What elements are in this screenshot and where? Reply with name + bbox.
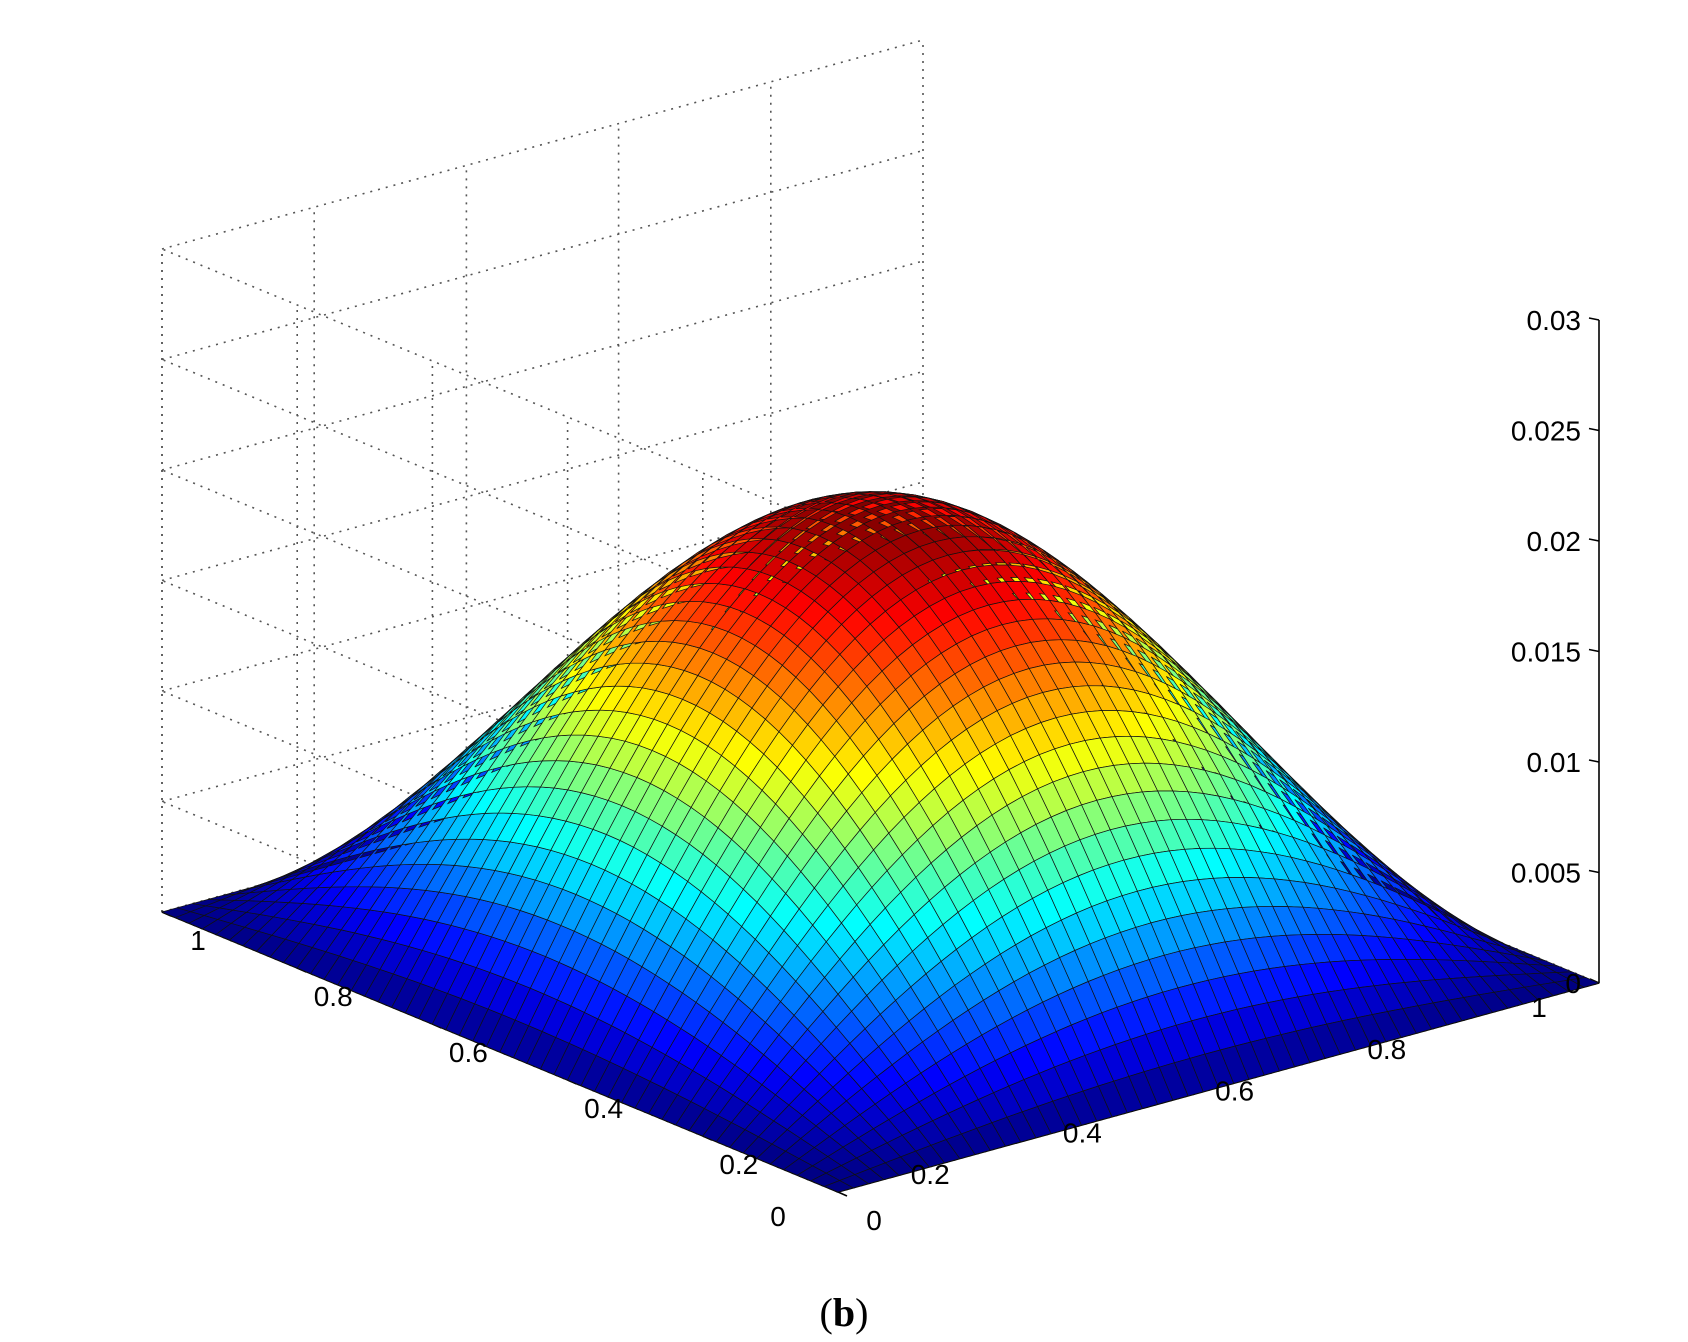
z-tick-label: 0.025 [1511,416,1581,447]
z-tick-mark [1588,759,1600,763]
left-wall-gridline-horizontal [161,248,839,530]
y-tick-label: 1 [190,925,206,956]
z-tick-mark [1588,538,1600,542]
caption-label: b [833,1290,855,1335]
z-tick-label: 0.02 [1527,526,1582,557]
surface-layer [160,491,1601,1193]
z-tick-label: 0.01 [1527,747,1582,778]
x-tick-label: 0 [770,1201,786,1232]
right-wall-gridline-horizontal [161,149,924,361]
z-tick-mark [1588,869,1600,874]
z-tick-mark [1588,648,1600,653]
x-tick-label: 1 [1531,992,1547,1023]
caption-close-paren: ) [855,1290,868,1335]
y-tick-label: 0 [866,1205,882,1236]
x-tick-label: 0.6 [1215,1076,1254,1107]
right-wall-gridline-horizontal [161,39,924,250]
x-tick-label: 0.4 [1063,1117,1102,1148]
y-tick-label: 0.6 [449,1037,488,1068]
y-tick-label: 0.8 [314,981,353,1012]
right-wall-gridline-horizontal [161,370,924,582]
z-tick-mark [1588,427,1600,432]
x-tick-label: 0.2 [911,1159,950,1190]
x-tick-label: 0.8 [1367,1034,1406,1065]
surface-patch [1569,977,1601,988]
y-tick-label: 0.2 [719,1149,758,1180]
tick-labels: 00.20.40.60.8100.20.40.60.8100.0050.010.… [190,305,1581,1236]
figure-caption: (b) [820,1290,869,1335]
caption-open-paren: ( [820,1290,833,1335]
z-tick-label: 0.03 [1527,305,1582,336]
z-tick-label: 0.015 [1511,637,1581,668]
y-tick-mark [837,1191,848,1197]
right-wall-gridline-horizontal [161,260,924,471]
y-tick-label: 0.4 [584,1093,623,1124]
z-tick-label: 0 [1565,968,1581,999]
z-tick-label: 0.005 [1511,858,1581,889]
z-tick-mark [1588,317,1600,321]
